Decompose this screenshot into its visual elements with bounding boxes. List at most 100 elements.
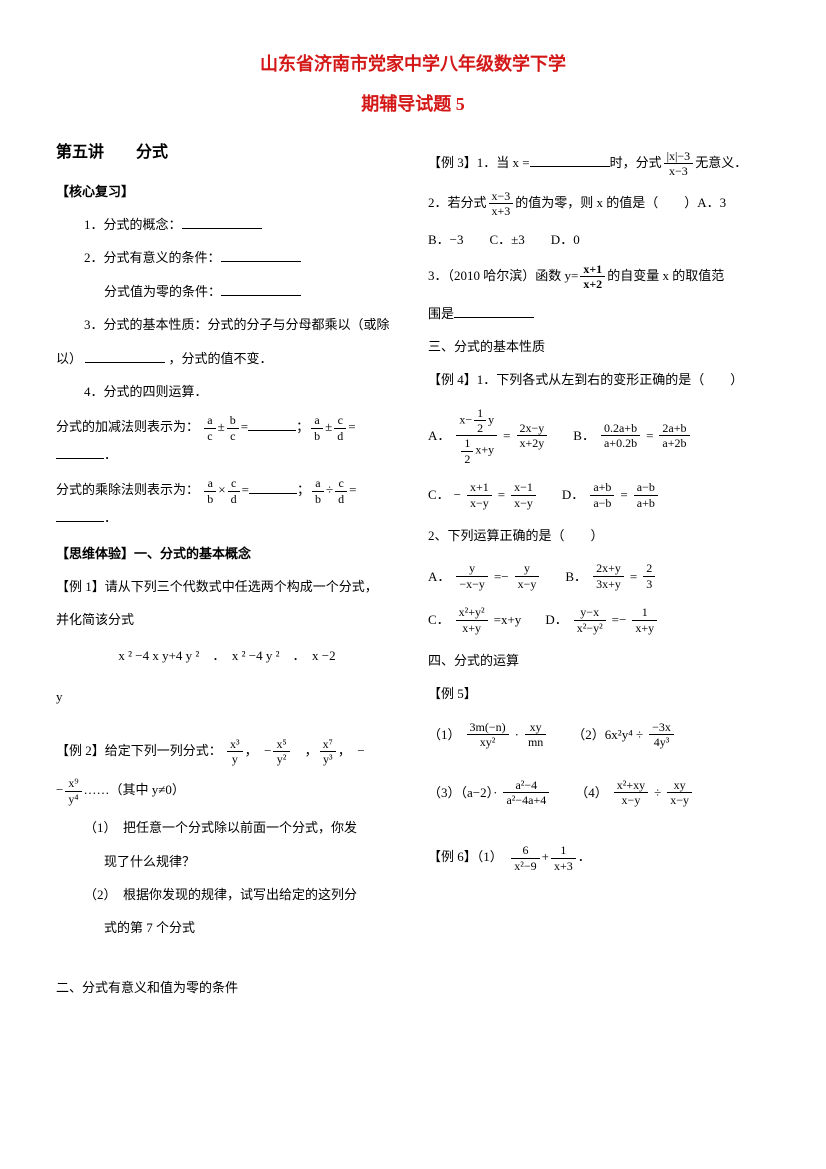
ex4-row2: C． −x+1x−y=x−1x−y D． a+ba−b=a−ba+b [428, 480, 770, 510]
blank-r1 [530, 153, 610, 167]
frac-ex4ba-r: yx−y [515, 561, 540, 591]
frac-c-d-2: cd [228, 476, 240, 506]
frac-x1x2: x+1x+2 [580, 262, 605, 292]
ex3-b: 时，分式 [610, 155, 662, 170]
frac-ex5-1a: 3m(−n)xy² [467, 720, 509, 750]
frac-ex4d-l: a+ba−b [590, 480, 614, 510]
sec3: 三、分式的基本性质 [428, 335, 770, 358]
page-title-2: 期辅导试题 5 [56, 88, 770, 120]
frac-ex4c-r: x−1x−y [511, 480, 536, 510]
label-a: A． [428, 424, 450, 447]
ex1-y: y [56, 685, 398, 708]
frac-ex4b-l: 0.2a+ba+0.2b [601, 421, 640, 451]
ex6-label: 【例 6】（1） [428, 849, 496, 864]
review-item-3b: 以） ，分式的值不变． [56, 347, 398, 370]
ex5-row1: （1） 3m(−n)xy²·xymn （2）6x²y⁴ ÷−3x4y³ [428, 720, 770, 750]
frac-a-b: ab [311, 413, 323, 443]
ex2-note: （其中 y≠0） [110, 782, 185, 797]
experience-header: 【思维体验】一、分式的基本概念 [56, 542, 398, 565]
ex5-2: （2）6x²y⁴ ÷−3x4y³ [572, 720, 676, 750]
review-item-1: 1．分式的概念： [56, 213, 398, 236]
ex1-prompt: 【例 1】请从下列三个代数式中任选两个构成一个分式， [56, 575, 398, 598]
frac-ex4a-l: x−12y12x+y [456, 406, 497, 467]
frac-a-b-3: ab [312, 476, 324, 506]
label-d2: D． [545, 608, 567, 631]
ex2-q1b: 现了什么规律？ [56, 850, 398, 873]
frac-x9-y4: x⁹y⁴ [65, 776, 81, 806]
label-c: C． [428, 483, 450, 506]
ex3-3a: 3．（2010 哈尔滨）函数 y= [428, 268, 578, 283]
frac-ex4d-r: a−ba+b [634, 480, 658, 510]
frac-ex4a-r: 2x−yx+2y [517, 421, 548, 451]
ex4: 【例 4】1．下列各式从左到右的变形正确的是（ ） [428, 368, 770, 391]
ex2-q2: （2） 根据你发现的规律，试写出给定的这列分 [56, 883, 398, 906]
ex4-opt-c: C． −x+1x−y=x−1x−y [428, 480, 538, 510]
ex6: 【例 6】（1） 6x²−9+1x+3． [428, 843, 770, 873]
frac-ex4bd-l: y−xx²−y² [574, 605, 606, 635]
blank-5 [248, 417, 296, 431]
mul-rule-text: 分式的乘除法则表示为： [56, 482, 199, 497]
ex1-expressions: x ² −4 x y+4 y ² ． x ² −4 y ² ． x −2 [56, 644, 398, 667]
ex3-3b: 的自变量 x 的取值范 [607, 268, 724, 283]
ex5-3-label: （3）（a−2）· [428, 781, 497, 804]
frac-ex5-1b: xymn [525, 720, 546, 750]
left-column: 第五讲 分式 【核心复习】 1．分式的概念： 2．分式有意义的条件： 分式值为零… [56, 139, 398, 1009]
ex3-a: 【例 3】1．当 x = [428, 155, 530, 170]
frac-ex4b-r: 2a+ba+2b [659, 421, 689, 451]
frac-c-d-3: cd [335, 476, 347, 506]
lecture-subtitle: 第五讲 分式 [56, 139, 398, 168]
frac-ex4c-l: x+1x−y [467, 480, 492, 510]
ex3-3: 3．（2010 哈尔滨）函数 y=x+1x+2的自变量 x 的取值范 [428, 262, 770, 292]
review-item-2: 2．分式有意义的条件： [56, 246, 398, 269]
ex5-4: （4）x²+xyx−y÷xyx−y [575, 778, 694, 808]
ex3-3c-text: 围是 [428, 306, 454, 321]
review-item-2b: 分式值为零的条件： [56, 280, 398, 303]
review-item-3b-a: 以） [56, 351, 82, 366]
review-item-1-text: 1．分式的概念： [84, 217, 182, 232]
blank-r2 [454, 304, 534, 318]
ex2-prompt-text: 【例 2】给定下列一列分式： [56, 742, 222, 757]
mul-rule-line: 分式的乘除法则表示为： ab×cd=；ab÷cd=． [56, 476, 398, 529]
label-b2: B． [565, 565, 587, 588]
frac-ex4ba-l: y−x−y [456, 561, 488, 591]
ex5-1-label: （1） [428, 723, 461, 746]
ex3-2a: 2．若分式 [428, 194, 487, 209]
ex2-q2b: 式的第 7 个分式 [56, 916, 398, 939]
ex4b-opt-c: C． x²+y²x+y=x+y [428, 605, 521, 635]
frac-ex4bb-r: 23 [643, 561, 655, 591]
label-a2: A． [428, 565, 450, 588]
ex4b-opt-d: D． y−xx²−y²=−1x+y [545, 605, 659, 635]
ex2-prompt: 【例 2】给定下列一列分式： x³y， −x⁵y² ，x⁷y³， − [56, 737, 398, 767]
add-rule-line: 分式的加减法则表示为： ac±bc=；ab±cd=． [56, 413, 398, 466]
ex2-q1: （1） 把任意一个分式除以前面一个分式，你发 [56, 816, 398, 839]
frac-ex6b: 1x+3 [551, 843, 576, 873]
sec4: 四、分式的运算 [428, 649, 770, 672]
frac-xm3: x−3x+3 [489, 189, 514, 219]
blank-4 [85, 349, 165, 363]
ex4b-row1: A． y−x−y=−yx−y B． 2x+y3x+y=23 [428, 561, 770, 591]
review-item-2-text: 2．分式有意义的条件： [84, 250, 221, 265]
ex3-2-opts: B．−3 C．±3 D．0 [428, 228, 770, 251]
ex1-e2: x ² −4 y ² [232, 648, 280, 663]
frac-abs: |x|−3x−3 [664, 149, 694, 179]
page-title-1: 山东省济南市党家中学八年级数学下学 [56, 48, 770, 80]
frac-ex5-3: a²−4a²−4a+4 [503, 778, 549, 808]
sec2: 二、分式有意义和值为零的条件 [56, 976, 398, 999]
ex3-2: 2．若分式x−3x+3的值为零，则 x 的值是（ ）A．3 [428, 189, 770, 219]
frac-x3-y: x³y [227, 737, 243, 767]
frac-ex4bb-l: 2x+y3x+y [593, 561, 624, 591]
add-rule-text: 分式的加减法则表示为： [56, 419, 199, 434]
frac-ex6a: 6x²−9 [511, 843, 539, 873]
label-c2: C． [428, 608, 450, 631]
ex5-1: （1） 3m(−n)xy²·xymn [428, 720, 548, 750]
blank-8 [56, 508, 104, 522]
ex5-2-label: （2）6x²y⁴ ÷ [572, 723, 643, 746]
ex4b-row2: C． x²+y²x+y=x+y D． y−xx²−y²=−1x+y [428, 605, 770, 635]
ex3-3c: 围是 [428, 302, 770, 325]
ex2-cont: −x⁹y⁴……（其中 y≠0） [56, 776, 398, 806]
frac-b-c: bc [227, 413, 239, 443]
review-item-3b-c: ，分式的值不变． [169, 351, 273, 366]
ex5: 【例 5】 [428, 682, 770, 705]
frac-ex4bc-l: x²+y²x+y [456, 605, 488, 635]
frac-c-d: cd [334, 413, 346, 443]
